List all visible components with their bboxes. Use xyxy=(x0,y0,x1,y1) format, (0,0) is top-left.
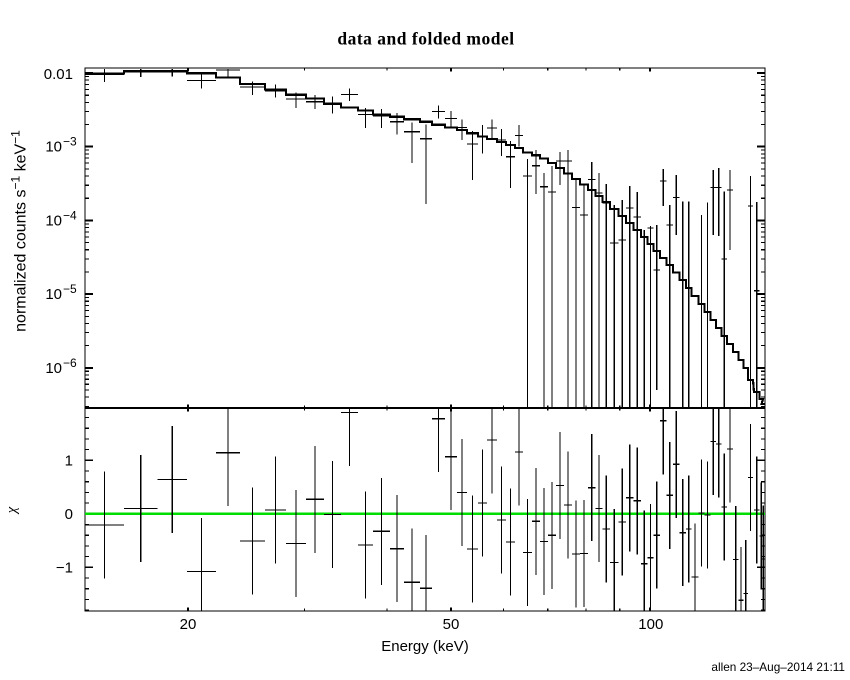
svg-text:−5: −5 xyxy=(63,282,77,296)
svg-text:χ: χ xyxy=(4,506,20,515)
svg-text:10: 10 xyxy=(45,286,62,303)
svg-text:1: 1 xyxy=(65,452,73,469)
svg-text:0: 0 xyxy=(65,506,73,523)
svg-text:allen 23–Aug–2014 21:11: allen 23–Aug–2014 21:11 xyxy=(711,660,845,674)
svg-text:10: 10 xyxy=(45,212,62,229)
svg-text:−1: −1 xyxy=(56,559,73,576)
svg-text:10: 10 xyxy=(45,139,62,156)
svg-text:20: 20 xyxy=(180,616,197,633)
svg-text:50: 50 xyxy=(443,616,460,633)
svg-text:Energy (keV): Energy (keV) xyxy=(381,638,469,655)
svg-text:0.01: 0.01 xyxy=(44,66,73,83)
svg-text:−3: −3 xyxy=(63,135,77,149)
svg-text:10: 10 xyxy=(45,360,62,377)
svg-text:100: 100 xyxy=(638,616,663,633)
svg-text:−4: −4 xyxy=(63,208,77,222)
svg-text:−6: −6 xyxy=(63,356,77,370)
svg-text:data and folded model: data and folded model xyxy=(337,29,514,49)
svg-text:normalized counts s−1 keV−1: normalized counts s−1 keV−1 xyxy=(9,130,30,332)
